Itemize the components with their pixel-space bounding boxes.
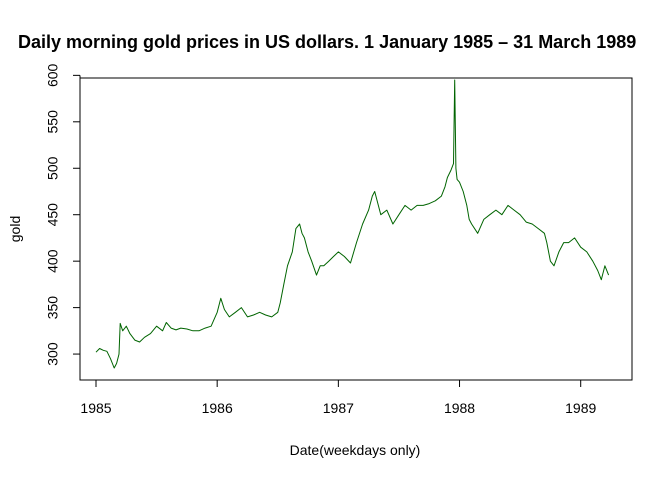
y-tick-label: 550 bbox=[45, 110, 61, 134]
y-tick-label: 450 bbox=[45, 203, 61, 227]
x-axis-label: Date(weekdays only) bbox=[290, 442, 421, 458]
x-tick-label: 1987 bbox=[323, 400, 354, 416]
y-tick-label: 600 bbox=[45, 63, 61, 87]
plot-frame bbox=[79, 77, 633, 381]
chart-title: Daily morning gold prices in US dollars.… bbox=[18, 32, 636, 52]
x-tick-label: 1989 bbox=[565, 400, 596, 416]
x-tick-label: 1988 bbox=[444, 400, 475, 416]
y-tick-label: 350 bbox=[45, 296, 61, 320]
y-tick-label: 400 bbox=[45, 249, 61, 273]
x-tick-label: 1986 bbox=[202, 400, 233, 416]
y-tick-label: 500 bbox=[45, 156, 61, 180]
y-axis: 300 350 400 450 500 550 600 bbox=[45, 63, 81, 366]
y-tick-label: 300 bbox=[45, 342, 61, 366]
series-layer bbox=[95, 79, 610, 369]
x-tick-label: 1985 bbox=[80, 400, 111, 416]
series-line bbox=[95, 79, 610, 369]
y-axis-label: gold bbox=[7, 216, 23, 242]
x-axis: 1985 1986 1987 1988 1989 bbox=[80, 379, 596, 416]
